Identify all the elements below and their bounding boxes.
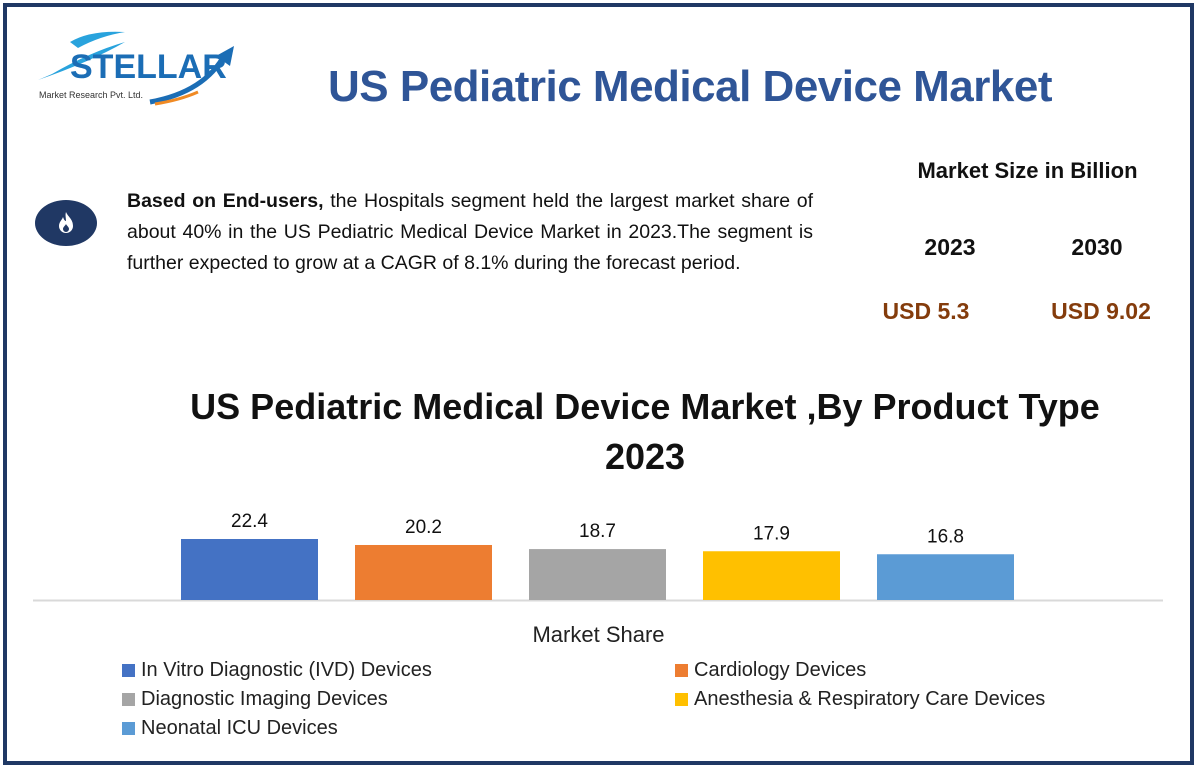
data-label-1: 22.4 xyxy=(231,511,268,532)
data-label-3: 18.7 xyxy=(579,521,616,542)
summary-lead: Based on End-users, xyxy=(127,190,324,212)
bar-chart: 22.4 20.2 18.7 17.9 16.8 xyxy=(33,511,1163,602)
legend-label: Diagnostic Imaging Devices xyxy=(141,688,388,710)
legend-item-3: Diagnostic Imaging Devices xyxy=(122,688,388,711)
page-title: US Pediatric Medical Device Market xyxy=(328,62,1053,111)
market-size-value-2023: USD 5.3 xyxy=(882,298,970,324)
fire-icon xyxy=(59,212,73,233)
legend-swatch xyxy=(122,664,135,677)
market-size-year-2023: 2023 xyxy=(924,234,976,260)
legend-swatch xyxy=(675,664,688,677)
fire-badge xyxy=(35,200,97,246)
legend-item-5: Neonatal ICU Devices xyxy=(122,717,338,740)
logo-subtitle: Market Research Pvt. Ltd. xyxy=(39,90,144,100)
legend-item-1: In Vitro Diagnostic (IVD) Devices xyxy=(122,659,432,682)
data-label-4: 17.9 xyxy=(753,523,790,544)
legend-label: Cardiology Devices xyxy=(694,659,867,681)
legend-label: Neonatal ICU Devices xyxy=(141,717,338,739)
legend-item-4: Anesthesia & Respiratory Care Devices xyxy=(675,688,1045,711)
infographic-frame xyxy=(3,3,1194,765)
summary-text: Based on End-users, the Hospitals segmen… xyxy=(127,186,813,279)
x-axis-label: Market Share xyxy=(532,622,665,647)
legend-label: In Vitro Diagnostic (IVD) Devices xyxy=(141,659,432,681)
legend-swatch xyxy=(122,693,135,706)
market-size-value-2030: USD 9.02 xyxy=(1051,298,1151,324)
legend-item-2: Cardiology Devices xyxy=(675,659,866,682)
legend-swatch xyxy=(122,722,135,735)
chart-title: US Pediatric Medical Device Market ,By P… xyxy=(190,386,1100,477)
summary-body: the Hospitals segment held the largest m… xyxy=(127,190,813,274)
bar-4 xyxy=(703,551,840,600)
bar-3 xyxy=(529,549,666,600)
bar-1 xyxy=(181,539,318,600)
stellar-logo: STELLAR xyxy=(38,31,234,106)
market-size-title: Market Size in Billion xyxy=(917,158,1138,183)
bar-2 xyxy=(355,544,492,600)
legend-swatch xyxy=(675,693,688,706)
legend-label: Anesthesia & Respiratory Care Devices xyxy=(694,688,1046,710)
data-label-5: 16.8 xyxy=(927,526,964,547)
bar-5 xyxy=(877,554,1014,600)
data-label-2: 20.2 xyxy=(405,517,442,538)
market-size-year-2030: 2030 xyxy=(1071,234,1123,260)
